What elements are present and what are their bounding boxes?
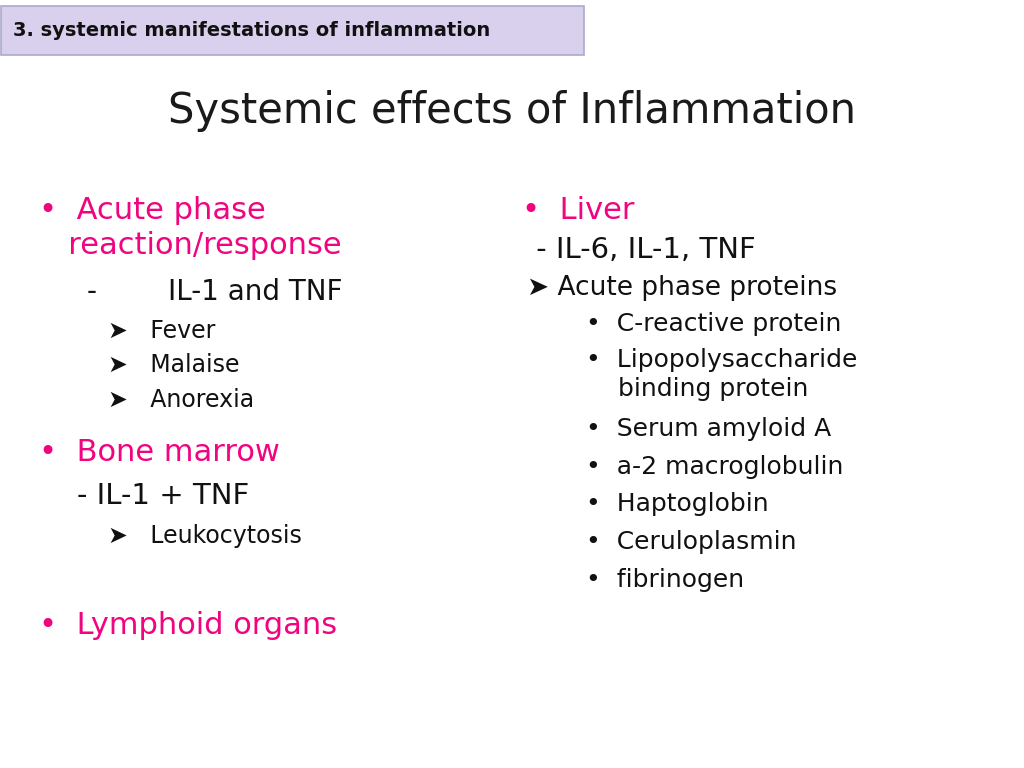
- Text: •  Liver: • Liver: [522, 196, 635, 225]
- Text: ➤   Fever: ➤ Fever: [108, 319, 215, 343]
- Text: - IL-6, IL-1, TNF: - IL-6, IL-1, TNF: [527, 236, 756, 263]
- Text: •  C-reactive protein: • C-reactive protein: [538, 312, 841, 336]
- FancyBboxPatch shape: [1, 6, 584, 55]
- Text: •  Bone marrow: • Bone marrow: [39, 438, 280, 467]
- Text: •  a-2 macroglobulin: • a-2 macroglobulin: [538, 455, 843, 478]
- Text: Systemic effects of Inflammation: Systemic effects of Inflammation: [168, 91, 856, 132]
- Text: •  Haptoglobin: • Haptoglobin: [538, 492, 768, 516]
- Text: ➤   Anorexia: ➤ Anorexia: [108, 388, 254, 412]
- Text: •  Lipopolysaccharide
          binding protein: • Lipopolysaccharide binding protein: [538, 348, 857, 401]
- Text: ➤ Acute phase proteins: ➤ Acute phase proteins: [527, 275, 838, 301]
- Text: •  Acute phase
   reaction/response: • Acute phase reaction/response: [39, 196, 342, 260]
- Text: -        IL-1 and TNF: - IL-1 and TNF: [87, 278, 343, 306]
- Text: •  Lymphoid organs: • Lymphoid organs: [39, 611, 337, 640]
- Text: ➤   Malaise: ➤ Malaise: [108, 353, 239, 377]
- Text: •  Serum amyloid A: • Serum amyloid A: [538, 417, 830, 441]
- Text: ➤   Leukocytosis: ➤ Leukocytosis: [108, 524, 301, 548]
- Text: •  fibrinogen: • fibrinogen: [538, 568, 743, 591]
- Text: - IL-1 + TNF: - IL-1 + TNF: [77, 482, 249, 510]
- Text: •  Ceruloplasmin: • Ceruloplasmin: [538, 530, 796, 554]
- Text: 3. systemic manifestations of inflammation: 3. systemic manifestations of inflammati…: [13, 22, 490, 40]
